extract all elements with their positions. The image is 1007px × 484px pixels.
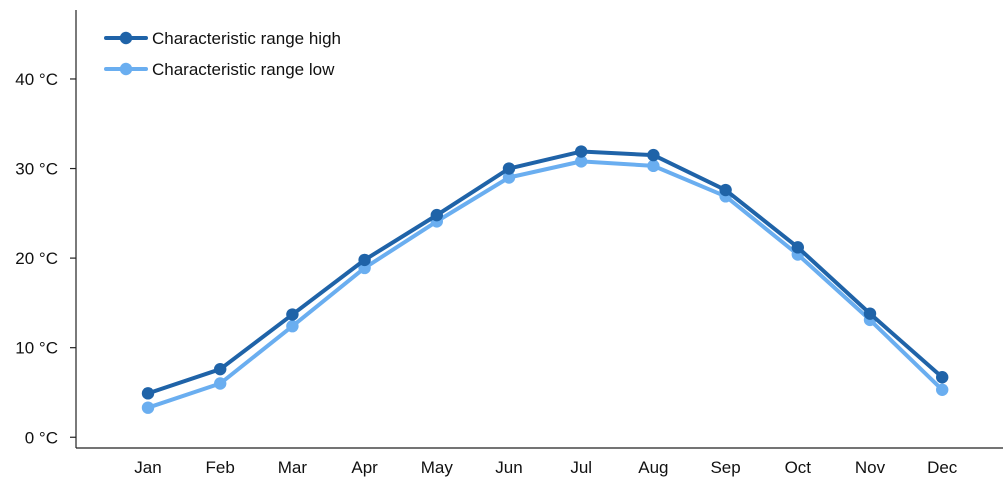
data-point	[719, 183, 732, 197]
legend-swatch-marker	[119, 31, 133, 45]
data-point	[863, 307, 877, 320]
data-point	[647, 159, 660, 173]
legend-label: Characteristic range low	[152, 60, 335, 79]
data-point	[936, 383, 949, 396]
x-axis-ticks: Jan Feb Mar Apr May Jun Jul Aug Sep Oct Nov Dec	[134, 458, 958, 477]
data-point	[286, 308, 299, 321]
x-tick-label: Sep	[710, 458, 740, 477]
data-point	[575, 155, 588, 168]
x-tick-label: Jan	[134, 458, 161, 477]
data-point	[214, 362, 227, 376]
legend-item: Characteristic range low	[104, 60, 335, 79]
data-point	[141, 387, 155, 400]
legend-label: Characteristic range high	[152, 29, 341, 48]
series-line	[146, 149, 945, 396]
legend: Characteristic range high Characteristic …	[104, 29, 341, 79]
data-point	[575, 145, 588, 158]
data-point	[286, 319, 299, 333]
x-tick-label: Oct	[785, 458, 812, 477]
x-tick-label: Dec	[927, 458, 958, 477]
x-tick-label: May	[421, 458, 454, 477]
legend-item: Characteristic range high	[104, 29, 341, 48]
data-point	[358, 253, 371, 267]
x-tick-label: Aug	[638, 458, 668, 477]
y-tick-label: 20 °C	[15, 249, 58, 268]
legend-swatch-marker	[119, 62, 133, 76]
x-tick-label: Nov	[855, 458, 886, 477]
y-axis-ticks: 0 °C 10 °C 20 °C 30 °C 40 °C	[15, 70, 76, 447]
data-point	[430, 208, 443, 222]
x-tick-label: Feb	[206, 458, 235, 477]
y-tick-label: 10 °C	[15, 339, 58, 358]
y-tick-label: 30 °C	[15, 160, 58, 179]
series-line	[146, 159, 945, 410]
x-tick-label: Apr	[351, 458, 378, 477]
axes	[75, 10, 1003, 449]
x-tick-label: Jun	[495, 458, 522, 477]
data-point	[647, 148, 660, 162]
series-high	[141, 145, 949, 400]
data-point	[502, 171, 516, 184]
data-point	[141, 401, 155, 414]
series-low	[141, 155, 949, 414]
x-tick-label: Jul	[570, 458, 592, 477]
data-point	[214, 377, 227, 390]
data-point	[502, 162, 516, 175]
y-tick-label: 40 °C	[15, 70, 58, 89]
data-point	[936, 371, 949, 384]
series-lines	[141, 145, 949, 414]
y-tick-label: 0 °C	[25, 428, 58, 447]
x-tick-label: Mar	[278, 458, 308, 477]
data-point	[791, 241, 804, 254]
